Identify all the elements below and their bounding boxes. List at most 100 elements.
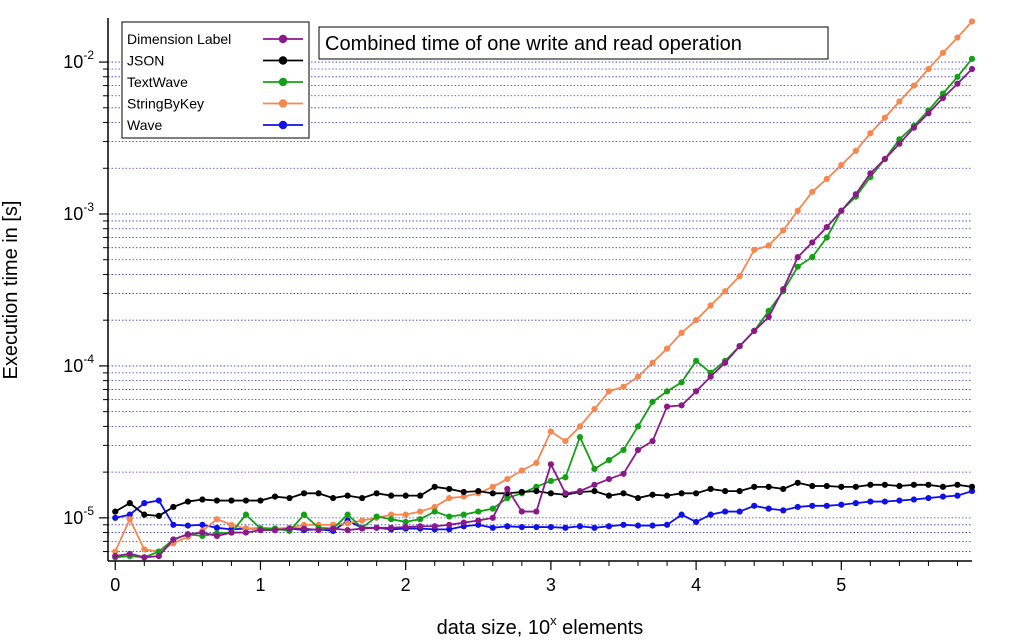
data-point bbox=[910, 481, 918, 488]
data-point bbox=[707, 302, 714, 309]
data-point bbox=[533, 523, 540, 531]
legend-label: Dimension Label bbox=[127, 31, 231, 47]
data-point bbox=[446, 513, 453, 520]
data-point bbox=[170, 503, 177, 511]
x-tick-label: 4 bbox=[691, 575, 701, 595]
data-point bbox=[867, 130, 874, 137]
data-point bbox=[780, 286, 787, 293]
data-point bbox=[910, 496, 918, 503]
data-point bbox=[373, 513, 380, 520]
legend-swatch-marker bbox=[278, 34, 288, 44]
data-point bbox=[678, 511, 685, 518]
data-point bbox=[881, 155, 888, 163]
data-point bbox=[431, 508, 438, 515]
data-point bbox=[765, 242, 772, 249]
data-point bbox=[271, 527, 279, 534]
data-point bbox=[576, 487, 584, 495]
data-point bbox=[823, 502, 830, 509]
data-point bbox=[489, 514, 496, 521]
data-point bbox=[547, 490, 554, 497]
y-tick-label: 10-5 bbox=[63, 504, 94, 528]
data-point bbox=[751, 483, 758, 490]
data-point bbox=[141, 554, 148, 561]
data-point bbox=[141, 546, 148, 553]
data-point bbox=[968, 487, 976, 495]
data-point bbox=[649, 438, 656, 445]
data-point bbox=[126, 511, 133, 518]
data-point bbox=[649, 359, 656, 366]
data-point bbox=[213, 516, 221, 523]
data-point bbox=[112, 508, 119, 515]
data-point bbox=[547, 477, 554, 485]
data-point bbox=[663, 345, 671, 352]
data-point bbox=[954, 34, 961, 41]
data-point bbox=[881, 114, 888, 121]
data-point bbox=[809, 188, 816, 195]
data-point bbox=[562, 490, 569, 497]
data-point bbox=[242, 497, 250, 504]
data-point bbox=[765, 313, 772, 321]
data-point bbox=[402, 518, 409, 526]
data-point bbox=[489, 505, 496, 512]
legend-swatch-marker bbox=[278, 120, 288, 130]
data-point bbox=[417, 492, 424, 499]
data-point bbox=[591, 481, 598, 488]
legend-label: TextWave bbox=[127, 74, 188, 90]
data-point bbox=[780, 507, 787, 514]
data-point bbox=[736, 508, 743, 515]
data-point bbox=[852, 483, 859, 490]
data-point bbox=[678, 379, 685, 386]
data-point bbox=[620, 383, 627, 390]
legend: Dimension Label JSON TextWave StringByKey Wa… bbox=[121, 21, 310, 139]
data-point bbox=[925, 65, 932, 73]
data-point bbox=[634, 423, 642, 430]
data-point bbox=[852, 191, 859, 198]
data-point bbox=[242, 511, 250, 518]
data-point bbox=[925, 494, 932, 502]
data-point bbox=[867, 481, 874, 488]
data-point bbox=[475, 517, 482, 524]
data-point bbox=[446, 521, 453, 528]
y-tick-label-exponent: -5 bbox=[83, 504, 94, 518]
data-point bbox=[881, 481, 888, 488]
data-point bbox=[910, 124, 918, 131]
data-point bbox=[213, 532, 221, 540]
data-point bbox=[431, 523, 438, 530]
data-point bbox=[126, 516, 133, 523]
data-point bbox=[518, 467, 525, 474]
data-point bbox=[954, 492, 961, 499]
data-point bbox=[620, 490, 627, 497]
data-point bbox=[155, 553, 162, 560]
x-axis-title-main: data size, 10 bbox=[437, 617, 550, 639]
data-point bbox=[126, 500, 133, 507]
data-point bbox=[620, 446, 627, 454]
data-point bbox=[663, 521, 671, 528]
data-point bbox=[300, 511, 308, 518]
data-point bbox=[634, 373, 642, 380]
data-point bbox=[344, 520, 351, 527]
data-point bbox=[533, 508, 540, 515]
series-dimension-label bbox=[112, 65, 976, 561]
axes bbox=[107, 18, 972, 562]
x-tick-label: 1 bbox=[255, 575, 265, 595]
data-point bbox=[562, 474, 569, 481]
data-point bbox=[678, 402, 685, 409]
data-point bbox=[344, 492, 351, 499]
data-point bbox=[344, 511, 351, 518]
data-point bbox=[228, 497, 235, 504]
data-point bbox=[605, 475, 613, 483]
data-point bbox=[547, 461, 554, 468]
data-point bbox=[939, 483, 947, 490]
data-point bbox=[649, 491, 656, 498]
data-point bbox=[141, 511, 148, 518]
data-point bbox=[576, 423, 584, 430]
data-point bbox=[693, 388, 700, 395]
data-point bbox=[693, 490, 700, 497]
x-axis-title-tail: elements bbox=[557, 617, 644, 639]
data-point bbox=[373, 490, 380, 497]
data-point bbox=[475, 521, 482, 528]
x-tick-label: 3 bbox=[546, 575, 556, 595]
data-point bbox=[126, 550, 133, 557]
data-point bbox=[504, 485, 511, 493]
